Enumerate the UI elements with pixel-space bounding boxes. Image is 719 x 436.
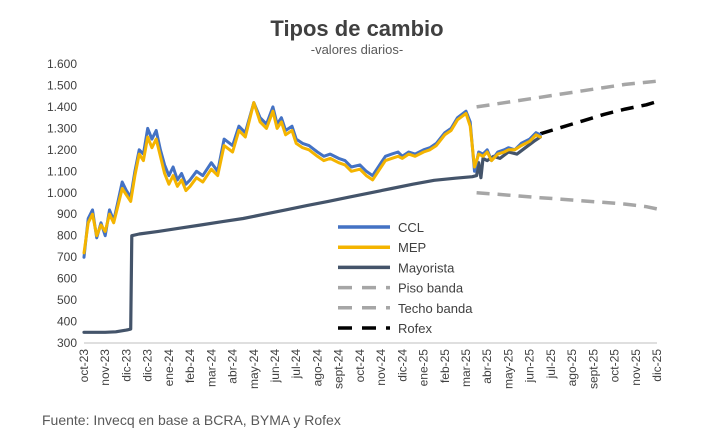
x-tick-label: oct-24 xyxy=(353,349,367,383)
y-tick-label: 1.000 xyxy=(47,186,77,200)
y-tick-label: 800 xyxy=(57,229,77,243)
x-tick-label: nov-24 xyxy=(374,349,388,386)
x-tick-label: nov-23 xyxy=(98,349,112,386)
y-tick-label: 400 xyxy=(57,315,77,329)
y-tick-label: 500 xyxy=(57,293,77,307)
x-tick-label: sept-24 xyxy=(332,349,346,389)
x-tick-label: ene-24 xyxy=(162,349,176,387)
legend-label: MEP xyxy=(398,240,426,255)
series-line-ccl xyxy=(82,101,542,259)
series-line-rofex xyxy=(539,99,658,136)
y-tick-label: 1.600 xyxy=(47,57,77,71)
chart-subtitle: -valores diarios- xyxy=(311,42,403,57)
x-tick-label: nov-25 xyxy=(629,349,643,386)
x-tick-label: feb-25 xyxy=(438,349,452,383)
x-tick-label: mar-24 xyxy=(204,349,218,387)
x-tick-label: dic-23 xyxy=(119,349,133,382)
legend-label: Mayorista xyxy=(398,260,455,275)
y-axis: 300 400 500 600 700 800 900 1.000 1.100 1.200 1.30… xyxy=(47,57,77,350)
x-tick-label: ago-25 xyxy=(565,349,579,387)
x-tick-label: sept-25 xyxy=(586,349,600,389)
x-tick-label: jul-25 xyxy=(544,349,558,380)
y-tick-label: 700 xyxy=(57,250,77,264)
y-tick-label: 600 xyxy=(57,272,77,286)
chart-title: Tipos de cambio xyxy=(270,16,443,41)
x-tick-label: oct-23 xyxy=(77,349,91,383)
y-tick-label: 300 xyxy=(57,336,77,350)
x-tick-label: may-25 xyxy=(501,349,515,389)
source-note: Fuente: Invecq en base a BCRA, BYMA y Ro… xyxy=(42,412,341,428)
legend: CCL MEP Mayorista Piso banda Techo banda Rofe… xyxy=(338,220,473,336)
x-tick-label: dic-24 xyxy=(395,349,409,382)
x-tick-label: may-24 xyxy=(247,349,261,389)
x-axis: oct-23 nov-23 dic-23 dic-23 ene-24 feb-24 mar-… xyxy=(77,342,664,389)
x-tick-label: jul-24 xyxy=(289,349,303,380)
y-tick-label: 900 xyxy=(57,207,77,221)
x-tick-label: ene-25 xyxy=(417,349,431,387)
legend-label: Rofex xyxy=(398,321,432,336)
y-tick-label: 1.100 xyxy=(47,164,77,178)
x-tick-label: mar-25 xyxy=(459,349,473,387)
series-line-piso-banda xyxy=(476,191,658,211)
x-tick-label: oct-25 xyxy=(608,349,622,383)
legend-label: Piso banda xyxy=(398,281,464,296)
series-line-techo-banda xyxy=(476,79,658,109)
series-layer xyxy=(82,79,658,334)
legend-label: Techo banda xyxy=(398,301,473,316)
x-tick-label: ago-24 xyxy=(310,349,324,387)
x-tick-label: abr-24 xyxy=(226,349,240,384)
x-tick-label: jun-24 xyxy=(268,349,282,384)
legend-label: CCL xyxy=(398,220,424,235)
y-tick-label: 1.500 xyxy=(47,78,77,92)
x-tick-label: dic-25 xyxy=(650,349,664,382)
y-tick-label: 1.200 xyxy=(47,143,77,157)
y-tick-label: 1.300 xyxy=(47,121,77,135)
x-tick-label: dic-23 xyxy=(141,349,155,382)
x-tick-label: jun-25 xyxy=(523,349,537,384)
x-tick-label: abr-25 xyxy=(480,349,494,384)
y-tick-label: 1.400 xyxy=(47,100,77,114)
series-line-mep xyxy=(82,101,542,255)
x-tick-label: feb-24 xyxy=(183,349,197,383)
